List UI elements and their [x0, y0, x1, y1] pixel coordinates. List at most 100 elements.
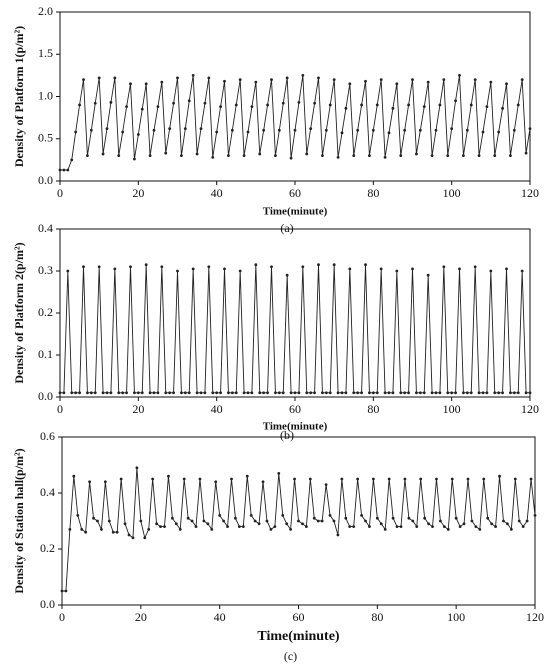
data-point: [140, 391, 144, 395]
data-point: [195, 391, 199, 395]
series-line: [60, 75, 531, 171]
data-point: [203, 391, 207, 395]
data-point: [93, 391, 97, 395]
data-point: [317, 76, 320, 80]
x-tick-label: 20: [132, 186, 144, 200]
data-point: [502, 519, 505, 523]
panel: 0.0 0.2 0.4 0.6 0 20 40 60 80 100 120 Time(minute) D…: [12, 429, 544, 663]
data-point: [148, 391, 152, 395]
data-point: [254, 263, 258, 267]
data-point: [477, 154, 481, 158]
data-point: [505, 267, 508, 271]
data-point: [486, 516, 490, 520]
data-point: [528, 127, 532, 131]
x-axis-label: Time(minute): [263, 421, 328, 433]
y-tick-label: 0.3: [38, 263, 53, 277]
data-point: [97, 265, 101, 269]
x-tick-label: 0: [59, 610, 65, 624]
data-point: [426, 80, 430, 84]
data-point: [411, 519, 415, 523]
data-point: [419, 477, 423, 481]
data-point: [96, 519, 99, 523]
data-point: [352, 391, 356, 395]
data-point: [219, 105, 222, 109]
data-point: [147, 528, 151, 531]
data-point: [446, 391, 450, 395]
data-point: [133, 391, 136, 395]
data-point: [152, 391, 156, 395]
data-point: [399, 391, 403, 395]
data-point: [458, 73, 461, 77]
data-point: [168, 127, 172, 131]
data-point: [262, 128, 266, 132]
data-point: [375, 103, 379, 107]
data-point: [430, 391, 434, 395]
data-point: [262, 391, 266, 395]
data-point: [266, 391, 269, 395]
data-point: [246, 391, 250, 395]
data-point: [485, 391, 489, 395]
data-point: [482, 477, 486, 481]
data-point: [525, 519, 529, 523]
data-point: [469, 103, 473, 107]
data-point: [105, 391, 109, 395]
data-point: [215, 391, 219, 395]
data-point: [344, 106, 348, 110]
data-point: [415, 391, 418, 395]
data-point: [379, 78, 383, 81]
data-point: [383, 528, 387, 531]
data-point: [524, 391, 528, 395]
data-point: [269, 528, 273, 531]
data-point: [156, 391, 160, 395]
data-point: [313, 391, 316, 395]
data-point: [245, 474, 249, 478]
data-point: [74, 391, 78, 395]
data-point: [391, 516, 395, 520]
data-point: [111, 530, 115, 534]
data-point: [202, 519, 206, 523]
data-point: [340, 131, 344, 135]
data-point: [215, 130, 219, 134]
data-point: [356, 477, 360, 481]
data-point: [312, 516, 316, 520]
data-point: [399, 525, 403, 528]
data-point: [109, 101, 113, 104]
data-point: [360, 391, 363, 395]
data-point: [207, 76, 211, 80]
x-tick-label: 60: [289, 402, 301, 416]
data-point: [136, 391, 140, 395]
data-point: [375, 516, 379, 520]
data-point: [371, 477, 375, 481]
data-point: [219, 391, 222, 395]
data-point: [395, 525, 399, 528]
data-point: [210, 528, 214, 531]
data-point: [485, 105, 489, 109]
x-tick-label: 60: [293, 610, 305, 624]
data-point: [490, 522, 494, 526]
data-point: [399, 154, 403, 158]
data-point: [176, 76, 179, 80]
data-point: [321, 391, 324, 395]
data-point: [513, 477, 517, 481]
x-tick-label: 120: [521, 402, 539, 416]
data-point: [101, 391, 105, 395]
data-point: [139, 519, 143, 523]
plot-frame: [59, 11, 531, 182]
data-point: [133, 157, 136, 161]
data-point: [458, 267, 461, 271]
data-point: [159, 525, 162, 528]
data-point: [332, 78, 336, 81]
data-point: [497, 391, 501, 395]
data-point: [152, 128, 156, 132]
data-point: [211, 155, 215, 159]
data-point: [403, 477, 407, 481]
data-point: [391, 106, 395, 110]
data-point: [297, 391, 301, 395]
data-point: [317, 263, 320, 267]
data-point: [230, 128, 234, 132]
y-tick-label: 0.4: [38, 221, 53, 235]
data-point: [489, 269, 493, 273]
data-point: [450, 127, 454, 131]
data-point: [186, 516, 190, 520]
data-point: [407, 103, 410, 107]
